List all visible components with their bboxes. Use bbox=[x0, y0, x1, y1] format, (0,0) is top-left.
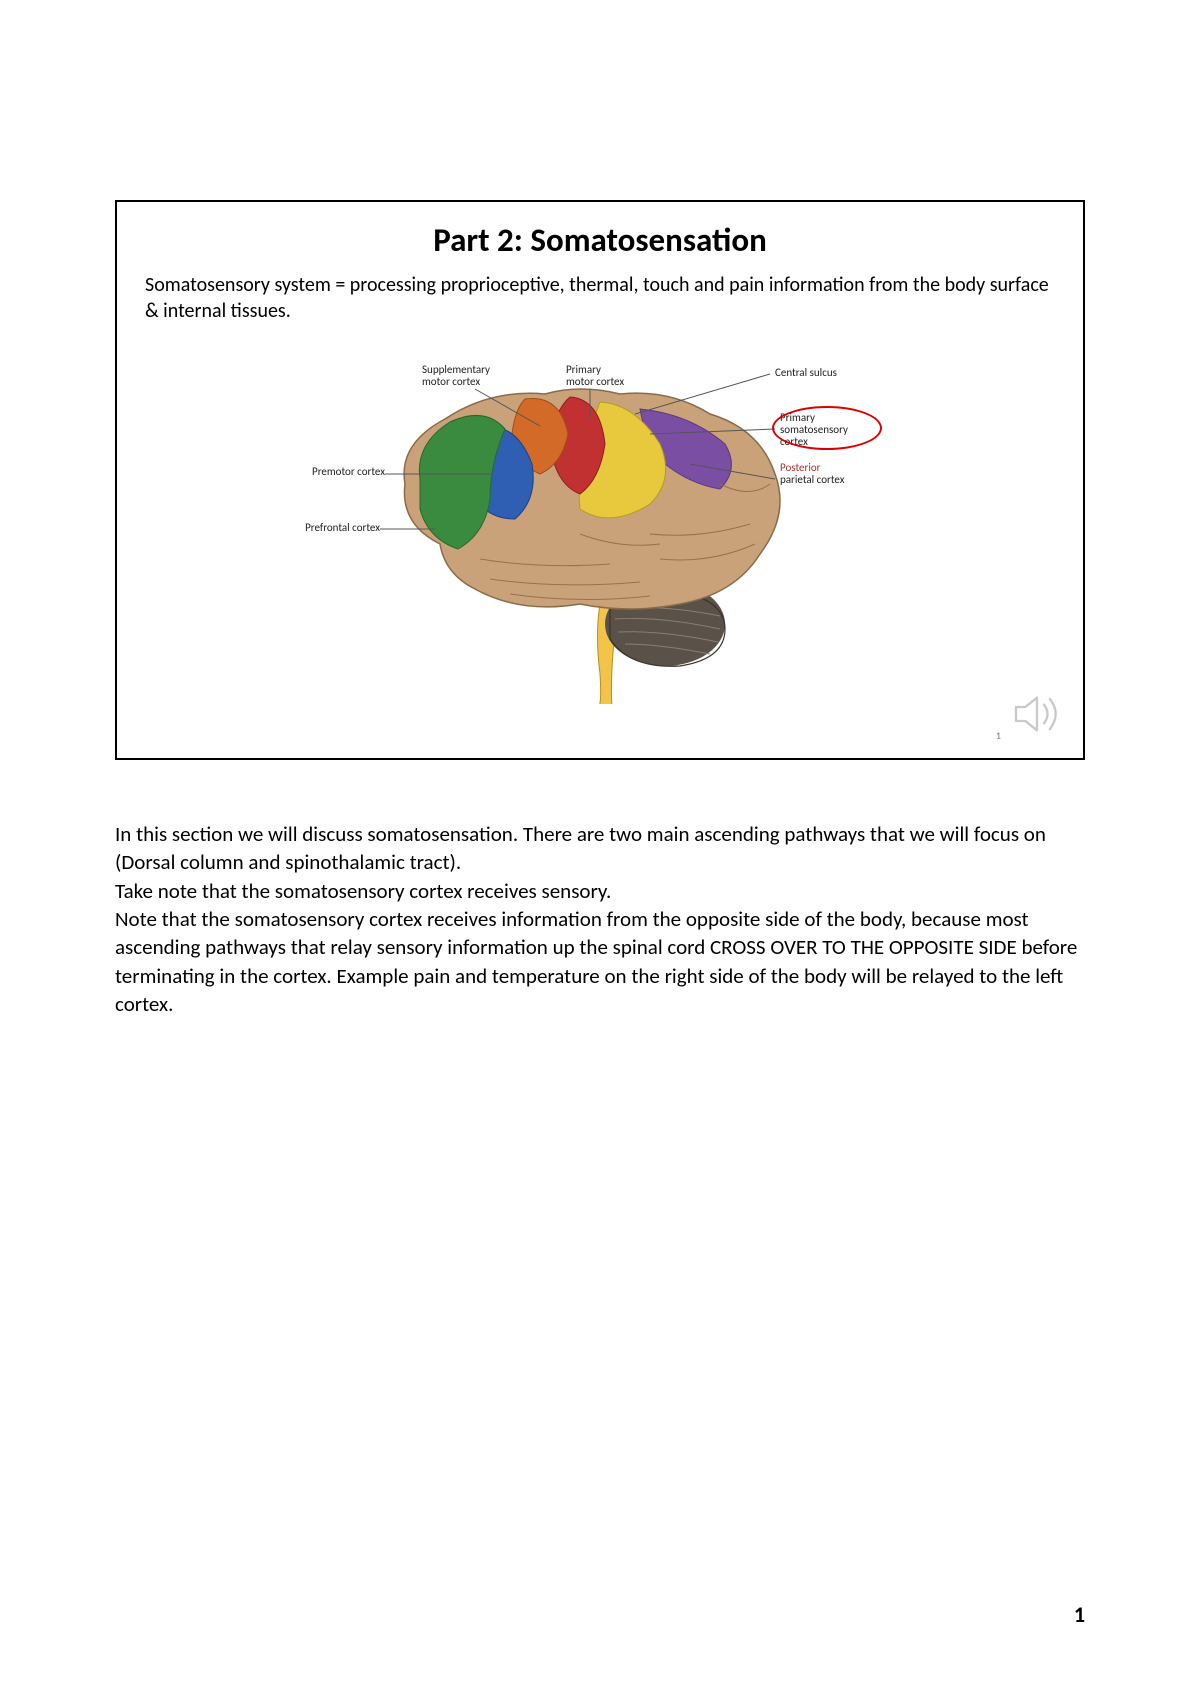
speaker-notes: In this section we will discuss somatose… bbox=[115, 820, 1085, 1018]
audio-icon[interactable] bbox=[1009, 686, 1065, 742]
label-central-sulcus: Central sulcus bbox=[775, 367, 837, 379]
page-number: 1 bbox=[0, 1601, 1200, 1628]
label-supplementary-motor: Supplementarymotor cortex bbox=[422, 364, 490, 388]
slide-description: Somatosensory system = processing propri… bbox=[145, 272, 1055, 324]
slide-title: Part 2: Somatosensation bbox=[145, 220, 1055, 260]
notes-text: In this section we will discuss somatose… bbox=[115, 821, 1077, 1017]
brain-diagram: Supplementarymotor cortex Primarymotor c… bbox=[280, 334, 920, 704]
slide-container: Part 2: Somatosensation Somatosensory sy… bbox=[115, 200, 1085, 760]
highlight-circle bbox=[772, 406, 882, 450]
label-posterior-parietal: Posteriorparietal cortex bbox=[780, 462, 845, 486]
slide-number: 1 bbox=[996, 729, 1001, 742]
label-primary-motor: Primarymotor cortex bbox=[566, 364, 624, 388]
label-premotor: Premotor cortex bbox=[285, 466, 385, 478]
page-content: Part 2: Somatosensation Somatosensory sy… bbox=[115, 200, 1085, 1018]
brain-svg bbox=[280, 334, 920, 704]
label-prefrontal: Prefrontal cortex bbox=[270, 522, 380, 534]
